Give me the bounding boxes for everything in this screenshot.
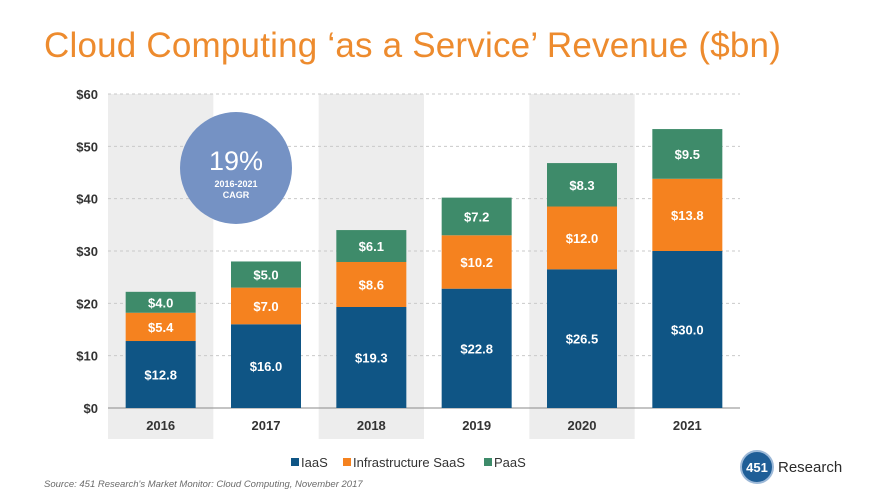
legend-label: PaaS bbox=[494, 455, 526, 470]
bar-iaas bbox=[441, 288, 512, 408]
data-label: $26.5 bbox=[566, 332, 599, 347]
y-tick-label: $50 bbox=[76, 139, 98, 154]
bar-infrastructure-saas bbox=[547, 206, 617, 270]
y-tick-label: $20 bbox=[76, 296, 98, 311]
bar-infrastructure-saas bbox=[441, 235, 512, 289]
data-label: $30.0 bbox=[671, 323, 704, 338]
y-tick-label: $40 bbox=[76, 192, 98, 207]
bar-paas bbox=[336, 230, 407, 262]
source-note: Source: 451 Research's Market Monitor: C… bbox=[44, 479, 363, 490]
bar-infrastructure-saas bbox=[652, 178, 723, 251]
data-label: $7.2 bbox=[464, 209, 489, 224]
data-label: $19.3 bbox=[355, 350, 388, 365]
bar-paas bbox=[231, 261, 301, 288]
data-label: $6.1 bbox=[359, 239, 384, 254]
bar-infrastructure-saas bbox=[336, 261, 407, 307]
data-label: $7.0 bbox=[253, 299, 278, 314]
bar-infrastructure-saas bbox=[125, 312, 196, 342]
bar-paas bbox=[441, 197, 512, 236]
data-label: $5.0 bbox=[253, 268, 278, 283]
y-tick-label: $30 bbox=[76, 244, 98, 259]
bar-paas bbox=[547, 163, 617, 207]
cagr-value: 19% bbox=[209, 146, 263, 176]
legend-label: Infrastructure SaaS bbox=[353, 455, 465, 470]
data-label: $9.5 bbox=[675, 147, 700, 162]
data-label: $10.2 bbox=[460, 255, 493, 270]
bar-paas bbox=[125, 291, 196, 313]
cagr-period: 2016-2021 bbox=[214, 179, 257, 189]
cagr-bubble bbox=[180, 112, 292, 224]
legend-label: IaaS bbox=[301, 455, 328, 470]
451-research-logo: 451 Research bbox=[740, 450, 842, 484]
data-label: $12.0 bbox=[566, 231, 599, 246]
logo-badge: 451 bbox=[740, 450, 774, 484]
data-label: $4.0 bbox=[148, 295, 173, 310]
chart-title: Cloud Computing ‘as a Service’ Revenue (… bbox=[44, 26, 782, 65]
logo-text: Research bbox=[778, 458, 843, 476]
x-tick-label: 2020 bbox=[568, 418, 597, 433]
y-tick-label: $10 bbox=[76, 349, 98, 364]
data-label: $22.8 bbox=[460, 341, 493, 356]
legend-swatch bbox=[343, 458, 351, 466]
bar-paas bbox=[652, 129, 723, 179]
legend-swatch bbox=[291, 458, 299, 466]
data-label: $5.4 bbox=[148, 320, 174, 335]
data-label: $8.3 bbox=[569, 178, 594, 193]
data-label: $13.8 bbox=[671, 208, 704, 223]
bar-iaas bbox=[547, 269, 617, 408]
bar-iaas bbox=[125, 341, 196, 408]
data-label: $8.6 bbox=[359, 277, 384, 292]
x-tick-label: 2017 bbox=[252, 418, 281, 433]
cagr-label: CAGR bbox=[223, 190, 250, 200]
y-tick-label: $60 bbox=[76, 87, 98, 102]
x-tick-label: 2021 bbox=[673, 418, 702, 433]
y-tick-label: $0 bbox=[84, 401, 98, 416]
bar-iaas bbox=[336, 306, 407, 408]
bar-iaas bbox=[231, 324, 301, 408]
x-tick-label: 2016 bbox=[146, 418, 175, 433]
bar-infrastructure-saas bbox=[231, 287, 301, 325]
x-tick-label: 2018 bbox=[357, 418, 386, 433]
legend-swatch bbox=[484, 458, 492, 466]
data-label: $12.8 bbox=[144, 368, 177, 383]
data-label: $16.0 bbox=[250, 359, 283, 374]
bar-iaas bbox=[652, 251, 723, 408]
x-tick-label: 2019 bbox=[462, 418, 491, 433]
